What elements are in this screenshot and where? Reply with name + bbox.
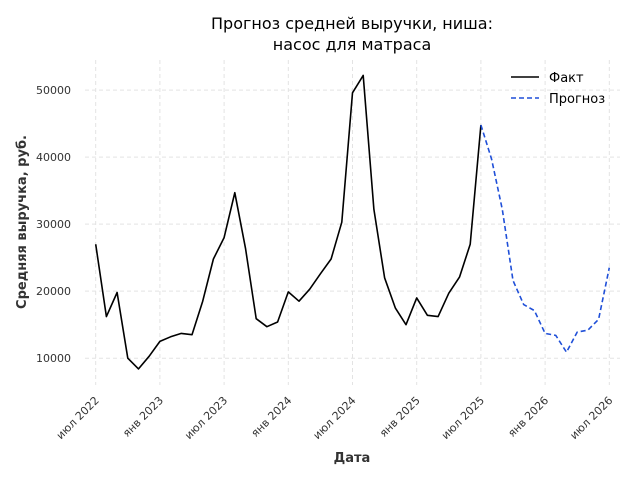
y-tick-label: 10000 (36, 352, 71, 365)
chart-title-line1: Прогноз средней выручки, ниша: (211, 14, 493, 33)
x-tick-label: янв 2023 (120, 394, 166, 440)
legend-label-forecast: Прогноз (549, 92, 605, 107)
series-layer (94, 74, 611, 370)
x-tick-label: янв 2025 (377, 394, 423, 440)
chart-title-line2: насос для матраса (273, 35, 432, 54)
x-tick-label: июл 2022 (54, 394, 102, 442)
x-tick-label: июл 2024 (311, 394, 359, 442)
x-tick-label: июл 2026 (567, 394, 615, 442)
x-tick-label: июл 2023 (182, 394, 230, 442)
y-tick-label: 40000 (36, 151, 71, 164)
x-tick-label: июл 2025 (439, 394, 487, 442)
y-tick-label: 30000 (36, 218, 71, 231)
y-tick-label: 50000 (36, 84, 71, 97)
legend: Факт Прогноз (511, 71, 605, 107)
y-axis-label: Средняя выручка, руб. (15, 135, 30, 309)
x-tick-label: янв 2024 (249, 394, 295, 440)
x-tick-label: янв 2026 (505, 394, 551, 440)
ticks-layer: 10000 20000 30000 40000 50000 июл 2022 янв 202… (36, 84, 615, 442)
x-axis-label: Дата (334, 451, 371, 466)
y-tick-label: 20000 (36, 285, 71, 298)
series-line-fact (94, 74, 482, 370)
legend-label-fact: Факт (549, 71, 584, 86)
grid-layer (85, 60, 620, 385)
